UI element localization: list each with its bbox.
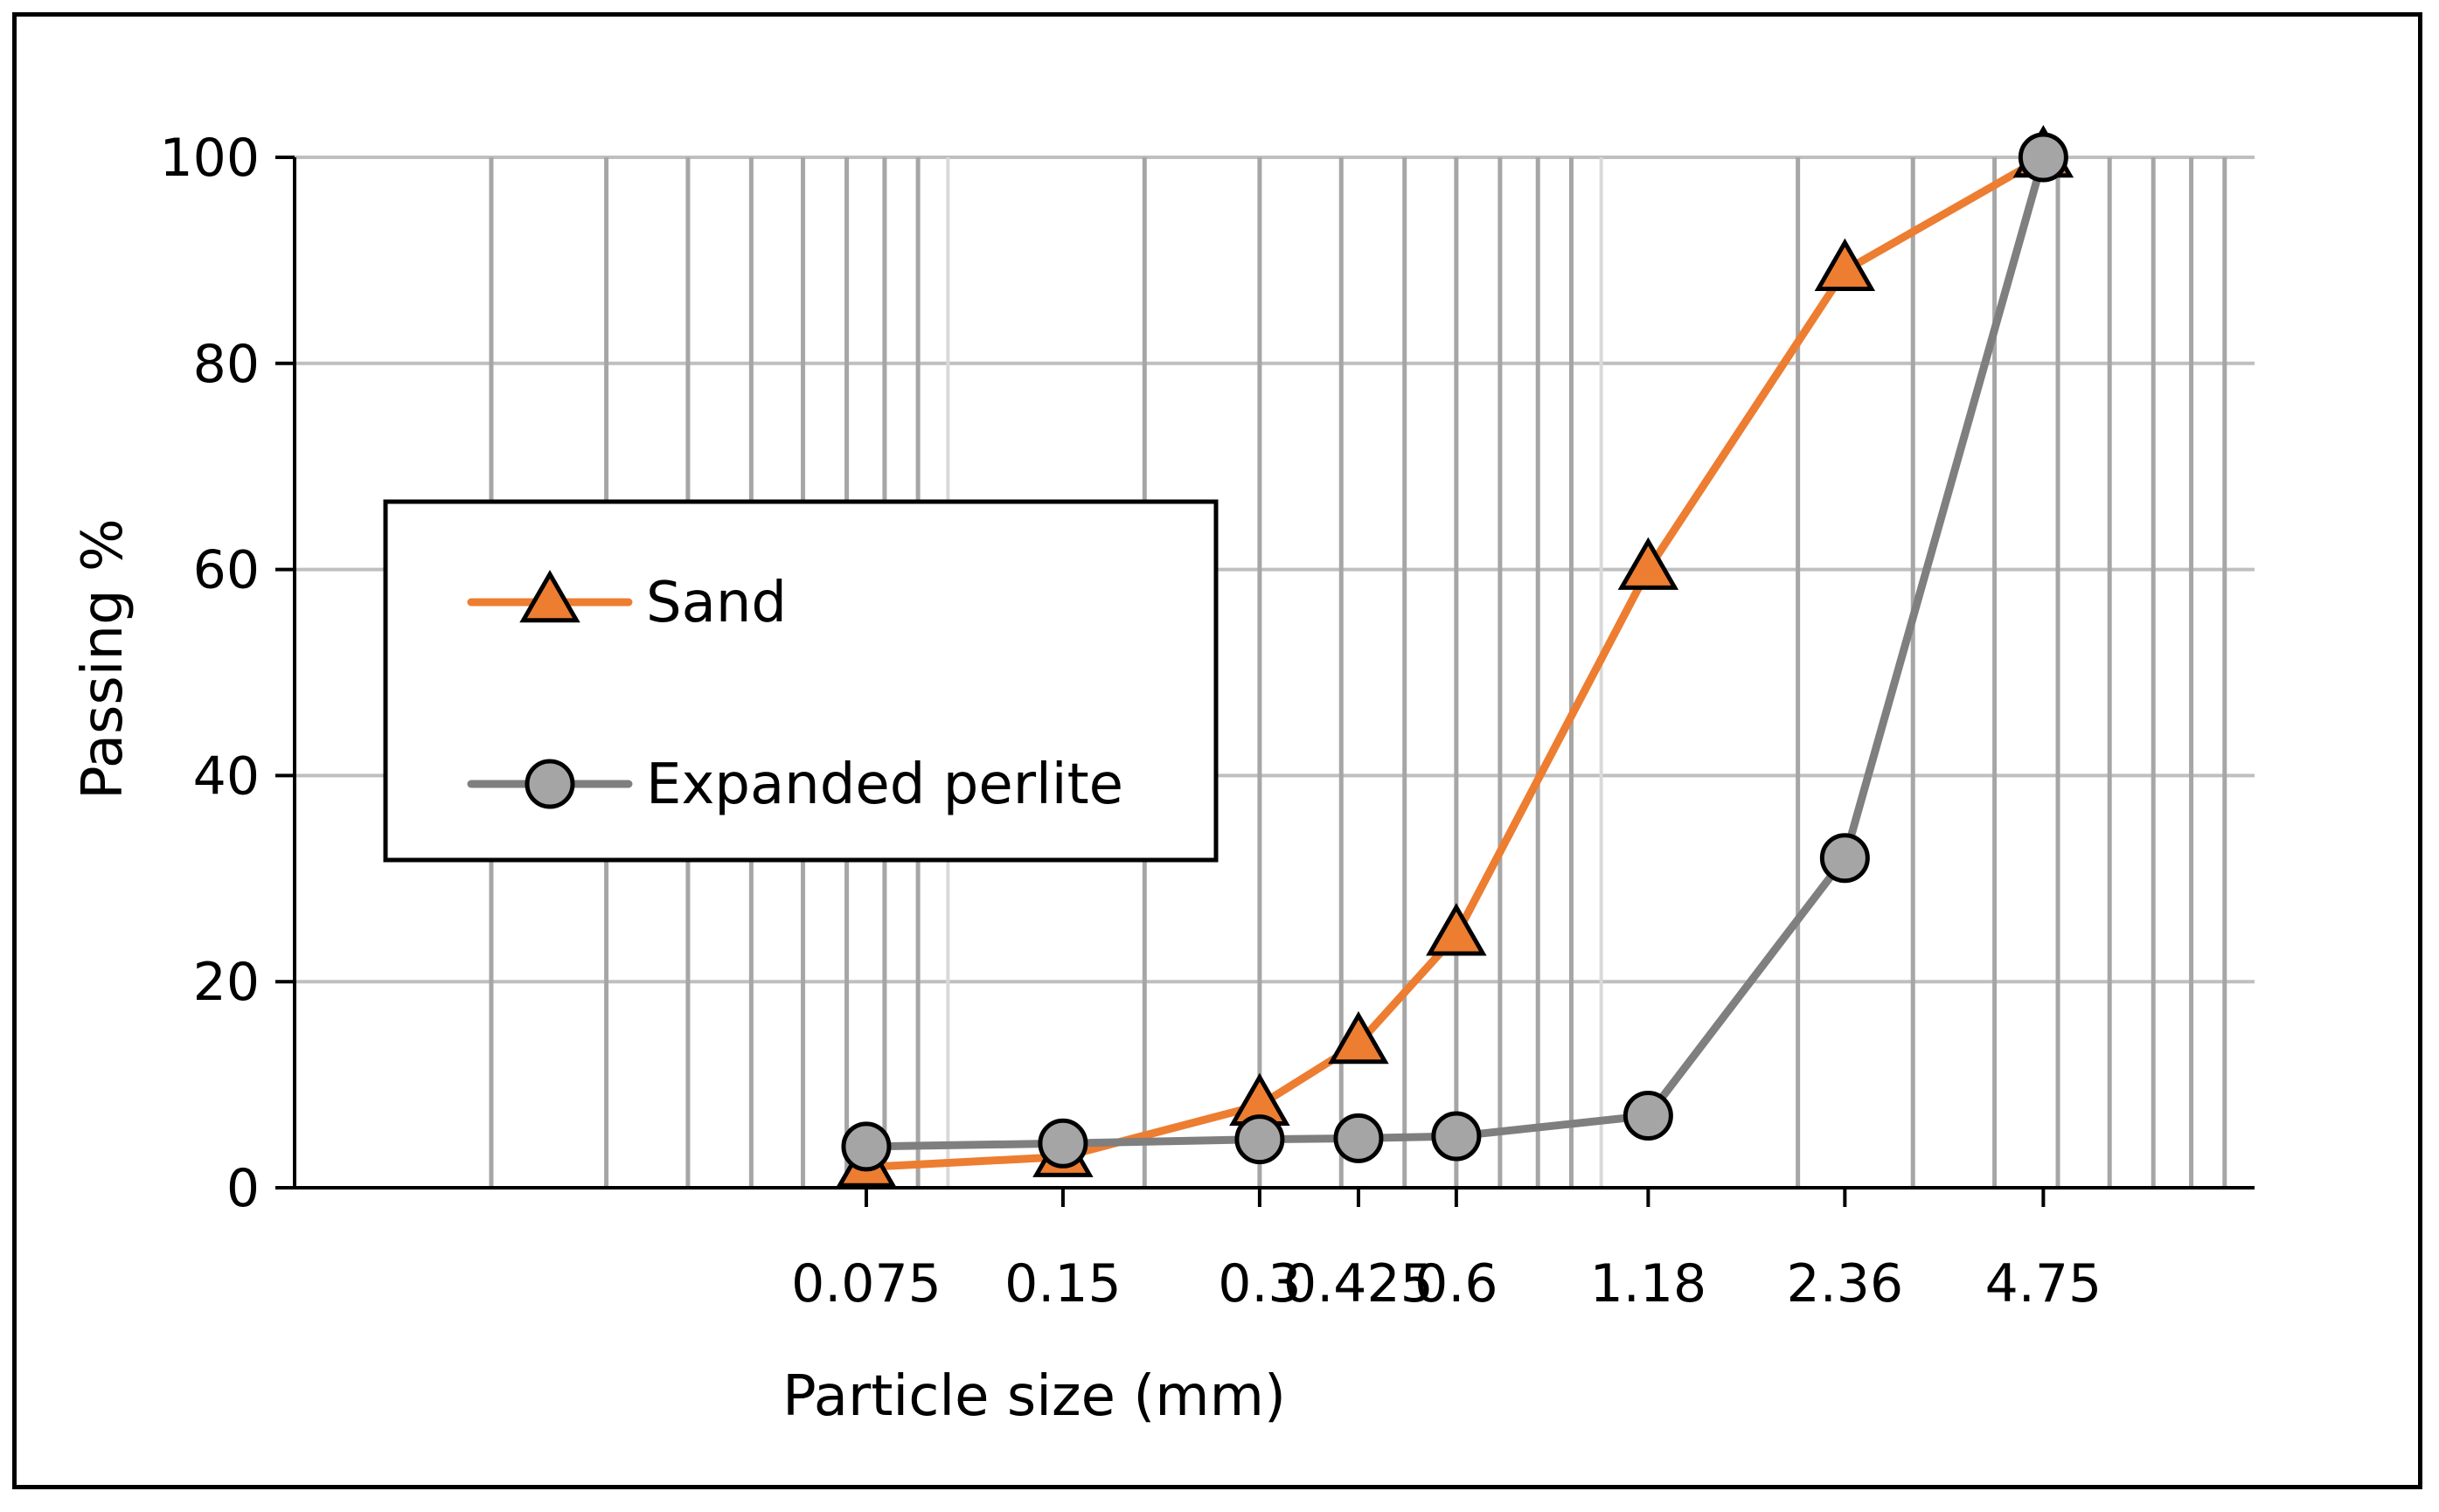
legend-label: Sand <box>646 571 787 635</box>
circle-marker <box>1431 1111 1482 1162</box>
x-tick-label: 0.075 <box>791 1253 942 1314</box>
legend: Sand Expanded perlite <box>383 499 1219 863</box>
axes <box>275 156 2255 1207</box>
series-sand <box>836 124 2074 1188</box>
y-tick-label: 100 <box>159 128 260 189</box>
x-tick-label: 2.36 <box>1787 1253 1904 1314</box>
series <box>836 124 2074 1188</box>
x-tick-label: 0.425 <box>1283 1253 1434 1314</box>
y-tick-label: 60 <box>193 540 260 601</box>
legend-marker <box>519 569 580 623</box>
triangle-marker <box>1814 238 1876 291</box>
x-axis-title: Particle size (mm) <box>782 1364 1286 1429</box>
circle-marker <box>1333 1113 1384 1163</box>
y-tick-label: 20 <box>193 952 260 1013</box>
legend-marker <box>525 759 575 809</box>
x-tick-label: 4.75 <box>1985 1253 2102 1314</box>
circle-marker <box>2018 132 2068 183</box>
x-tick-label: 0.3 <box>1218 1253 1301 1314</box>
triangle-marker <box>1426 903 1487 956</box>
x-tick-label: 0.15 <box>1004 1253 1122 1314</box>
legend-box <box>383 499 1219 863</box>
legend-label: Expanded perlite <box>646 753 1123 817</box>
series-expanded-perlite <box>841 132 2068 1172</box>
y-tick-label: 80 <box>193 334 260 395</box>
circle-marker <box>841 1121 892 1172</box>
circle-marker <box>1234 1114 1285 1165</box>
circle-marker <box>1038 1118 1088 1169</box>
chart-frame: 0 20 40 60 80 100 0.075 0.15 0.3 0.425 0.6 1.18 2.3… <box>12 12 2422 1489</box>
x-tick-label: 1.18 <box>1590 1253 1707 1314</box>
series-line <box>862 153 2047 1171</box>
series-line <box>862 153 2047 1151</box>
y-tick-label: 0 <box>226 1158 260 1219</box>
triangle-marker <box>1617 537 1679 590</box>
y-axis-title: Passing % <box>71 518 136 800</box>
y-tick-label: 40 <box>193 746 260 807</box>
triangle-marker <box>1328 1010 1389 1065</box>
y-tick-labels: 0 20 40 60 80 100 <box>159 128 260 1219</box>
circle-marker <box>1819 833 1870 884</box>
circle-marker <box>1623 1090 1673 1141</box>
x-tick-label: 0.6 <box>1414 1253 1497 1314</box>
